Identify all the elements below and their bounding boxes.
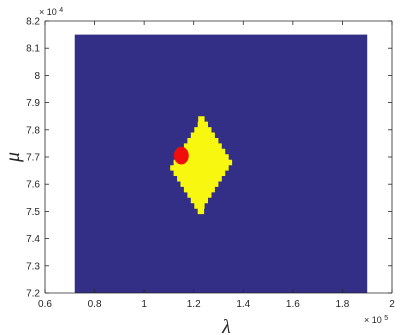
x-tick-label: 1.4 xyxy=(236,299,250,310)
y-tick-label: 7.5 xyxy=(26,207,40,218)
y-axis-label: μ xyxy=(2,152,24,163)
red-region xyxy=(173,146,189,165)
y-tick-label: 7.8 xyxy=(26,125,40,136)
x-tick-label: 0.8 xyxy=(88,299,102,310)
y-tick-label: 8 xyxy=(34,71,40,82)
y-tick-label: 7.6 xyxy=(26,180,40,191)
ticks-layer: 0.6 0.8 1 1.2 1.4 1.6 1.8 2 7.2 7.3 7.4 7.5 7.6 7.7 7.… xyxy=(26,17,395,311)
x-tick-label: 1.2 xyxy=(187,299,201,310)
x-tick-label: 1.8 xyxy=(335,299,349,310)
y-exponent-power: 4 xyxy=(59,7,63,14)
y-exponent-multiplier: × 10 xyxy=(39,7,57,17)
x-tick-label: 1.6 xyxy=(286,299,300,310)
x-tick-label: 1 xyxy=(141,299,147,310)
x-exponent-power: 5 xyxy=(384,315,388,322)
regions-layer xyxy=(74,34,368,293)
x-exponent-label: × 10 5 xyxy=(364,315,388,326)
x-axis-label: λ xyxy=(221,316,231,335)
y-tick-label: 8.2 xyxy=(26,17,40,28)
x-tick-label: 0.6 xyxy=(38,299,52,310)
yellow-region xyxy=(170,116,233,215)
y-tick-label: 7.2 xyxy=(26,289,40,300)
y-tick-label: 8.1 xyxy=(26,44,40,55)
y-tick-label: 7.4 xyxy=(26,234,40,245)
y-tick-label: 7.7 xyxy=(26,153,40,164)
x-exponent-multiplier: × 10 xyxy=(364,315,382,325)
y-exponent-label: × 10 4 xyxy=(39,7,63,18)
y-tick-label: 7.3 xyxy=(26,261,40,272)
y-tick-label: 7.9 xyxy=(26,98,40,109)
x-tick-label: 2 xyxy=(389,299,395,310)
